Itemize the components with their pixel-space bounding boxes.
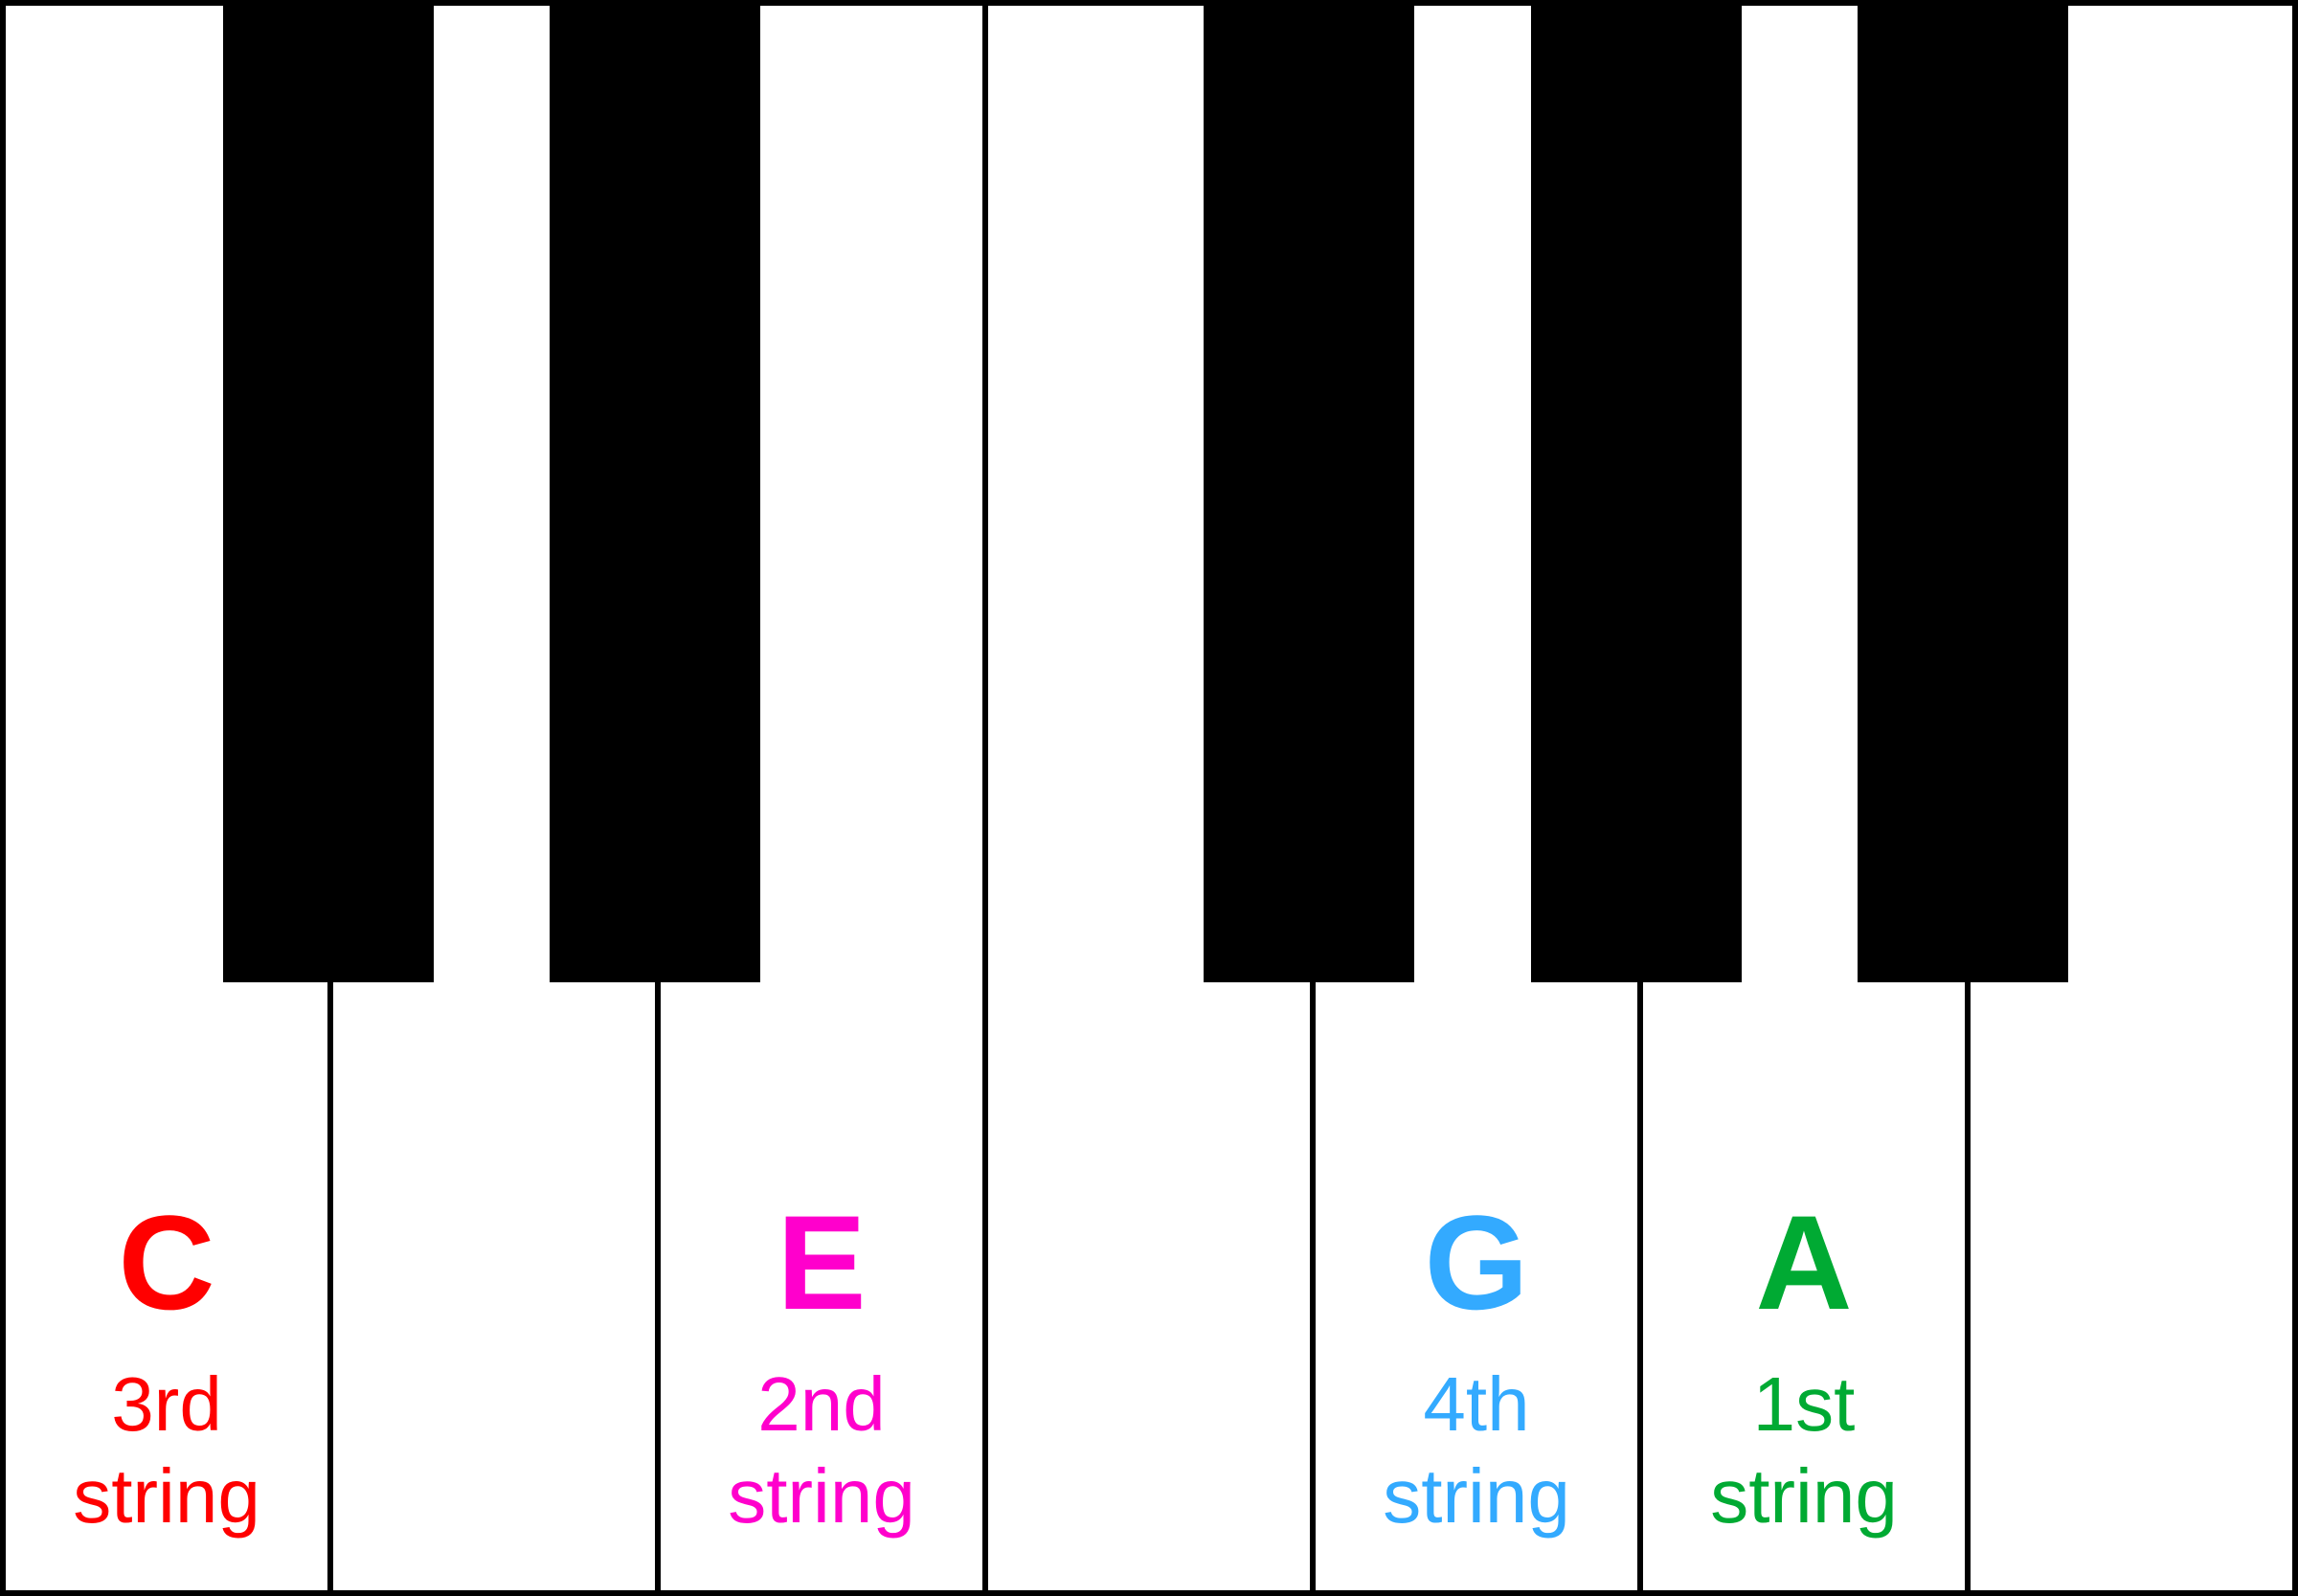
note-label-a: A bbox=[1755, 1196, 1852, 1330]
string-label-e: 2nd string bbox=[728, 1359, 915, 1542]
string-ordinal-g: 4th bbox=[1423, 1361, 1529, 1447]
note-label-g: G bbox=[1425, 1196, 1529, 1330]
string-ordinal-e: 2nd bbox=[757, 1361, 885, 1447]
black-key-csharp bbox=[223, 6, 434, 982]
black-key-dsharp bbox=[550, 6, 760, 982]
black-key-fsharp bbox=[1204, 6, 1414, 982]
note-label-e: E bbox=[777, 1196, 866, 1330]
string-word-c: string bbox=[73, 1453, 260, 1539]
string-label-g: 4th string bbox=[1383, 1359, 1570, 1542]
string-ordinal-c: 3rd bbox=[111, 1361, 222, 1447]
note-label-c: C bbox=[118, 1196, 214, 1330]
black-key-gsharp bbox=[1531, 6, 1742, 982]
string-ordinal-a: 1st bbox=[1753, 1361, 1856, 1447]
string-label-a: 1st string bbox=[1710, 1359, 1898, 1542]
black-key-asharp bbox=[1858, 6, 2068, 982]
piano-keyboard: C 3rd string E 2nd string G 4th string A bbox=[0, 0, 2298, 1596]
string-word-g: string bbox=[1383, 1453, 1570, 1539]
string-word-a: string bbox=[1710, 1453, 1898, 1539]
string-label-c: 3rd string bbox=[73, 1359, 260, 1542]
string-word-e: string bbox=[728, 1453, 915, 1539]
